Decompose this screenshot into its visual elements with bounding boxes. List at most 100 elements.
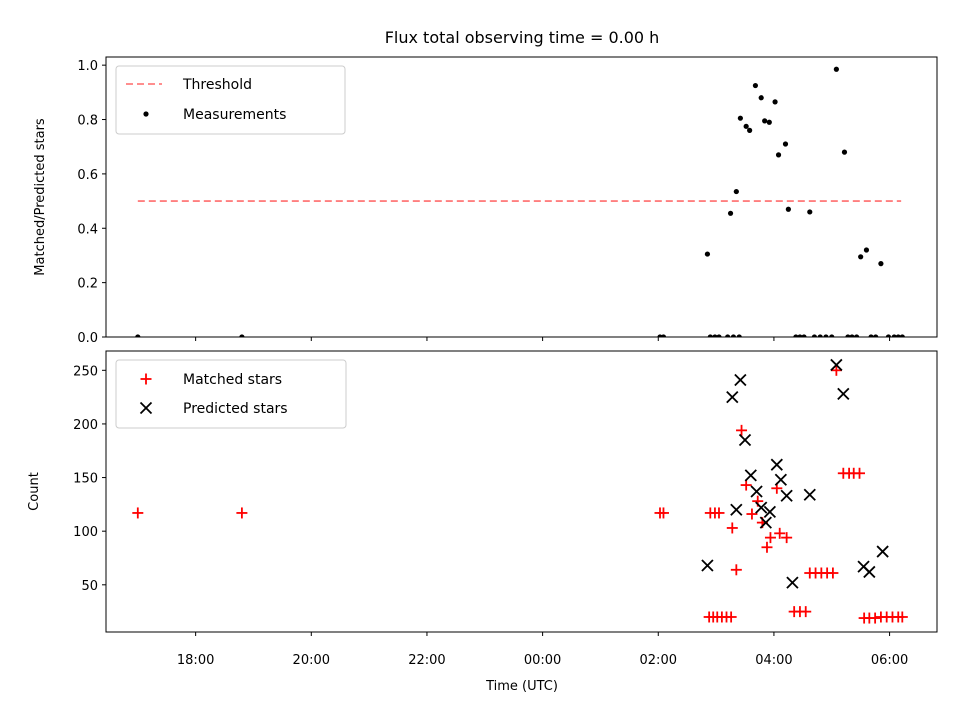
matched-star-point [132, 507, 144, 519]
measurement-point [752, 82, 759, 89]
matched-star-point [725, 611, 737, 623]
predicted-star-point [738, 433, 752, 447]
bottom-legend: Matched stars Predicted stars [115, 359, 347, 429]
predicted-star-point [734, 373, 747, 387]
legend-predicted-label: Predicted stars [183, 401, 288, 417]
legend-measurements-label: Measurements [183, 107, 286, 123]
bottom-panel: 50 100 150 200 250 18:00 20:00 22:00 00:00 02:00 0… [27, 350, 938, 668]
y-tick-label: 0.4 [77, 222, 98, 237]
measurement-point [736, 334, 742, 337]
measurement-point [868, 334, 874, 337]
matched-star-point [236, 507, 248, 519]
top-legend: Threshold Measurements [115, 65, 346, 135]
measurement-point [849, 334, 855, 337]
measurement-point [891, 334, 897, 337]
measurement-point [775, 152, 782, 158]
measurement-point [845, 334, 851, 337]
measurement-point [829, 334, 835, 337]
top-plot-area [135, 66, 905, 337]
matched-star-point [800, 606, 812, 618]
x-axis-label: Time (UTC) [485, 679, 558, 694]
y-tick-label: 0.2 [77, 277, 98, 292]
predicted-star-point [876, 545, 889, 558]
matched-star-point [761, 541, 773, 553]
y-tick-label: 250 [73, 364, 98, 379]
y-tick-label: 1.0 [77, 59, 98, 74]
matched-star-point [781, 532, 793, 544]
predicted-star-point [830, 358, 843, 372]
predicted-star-point [837, 387, 850, 401]
predicted-star-point [774, 473, 787, 486]
legend-box [115, 65, 346, 135]
x-tick-label: 02:00 [640, 653, 677, 668]
predicted-star-point [780, 489, 793, 502]
matched-star-point [827, 567, 839, 579]
matched-star-point [764, 532, 776, 544]
y-tick-label: 0.0 [77, 331, 98, 346]
measurement-point [712, 334, 718, 337]
predicted-star-point [701, 559, 714, 572]
y-tick-label: 0.6 [77, 168, 98, 183]
measurement-point [833, 66, 839, 72]
x-tick-label: 18:00 [177, 653, 214, 668]
matched-star-point [830, 364, 842, 376]
legend-matched-label: Matched stars [183, 372, 282, 388]
top-axes-frame [105, 56, 938, 338]
predicted-star-point [726, 390, 739, 404]
matched-star-point [726, 522, 738, 534]
matched-star-point [713, 507, 725, 519]
measurement-point [873, 334, 879, 337]
measurement-point [727, 210, 734, 216]
y-tick-label: 50 [81, 579, 98, 594]
measurement-point [707, 334, 713, 337]
matched-star-point [896, 611, 908, 623]
measurement-point [785, 206, 791, 212]
measurement-point [854, 334, 860, 337]
measurement-point [895, 334, 901, 337]
y-tick-label: 0.8 [77, 114, 98, 129]
predicted-star-point [750, 485, 763, 498]
measurement-point [730, 334, 737, 337]
measurement-point [811, 334, 818, 337]
y-tick-label: 150 [73, 472, 98, 487]
measurement-point [737, 115, 743, 121]
y-tick-label: 200 [73, 418, 98, 433]
matched-star-point [740, 479, 752, 491]
matched-star-point [746, 508, 758, 520]
measurement-point [807, 209, 813, 215]
predicted-star-point [744, 469, 757, 482]
measurement-point [135, 334, 141, 337]
legend-matched-swatch [140, 373, 152, 385]
measurement-point [863, 247, 870, 253]
matched-star-point [854, 467, 866, 479]
measurement-point [766, 119, 772, 125]
measurement-point [899, 334, 905, 337]
legend-predicted-swatch [139, 401, 153, 415]
measurement-point [782, 141, 789, 147]
top-y-axis-label: Matched/Predicted stars [33, 118, 48, 276]
predicted-star-point [730, 503, 743, 516]
measurement-point [762, 118, 768, 124]
measurement-point [743, 123, 749, 129]
measurement-point [239, 334, 245, 337]
measurement-point [704, 251, 711, 257]
measurement-point [878, 261, 884, 267]
predicted-star-point [803, 488, 816, 501]
measurement-point [885, 334, 892, 337]
measurement-point [725, 334, 731, 337]
x-tick-label: 00:00 [524, 653, 561, 668]
measurement-point [858, 254, 864, 260]
top-panel: 0.0 0.2 0.4 0.6 0.8 1.0 Matched/Predicted star… [33, 56, 938, 346]
predicted-star-point [786, 576, 799, 589]
measurement-point [733, 188, 739, 195]
matched-star-point [730, 564, 742, 576]
legend-threshold-label: Threshold [182, 77, 252, 93]
x-tick-label: 22:00 [408, 653, 445, 668]
bottom-plot-area [132, 358, 908, 624]
measurement-point [716, 334, 722, 337]
measurement-point [823, 334, 829, 337]
measurement-point [660, 334, 667, 337]
measurement-point [758, 95, 764, 101]
predicted-star-point [763, 505, 777, 519]
